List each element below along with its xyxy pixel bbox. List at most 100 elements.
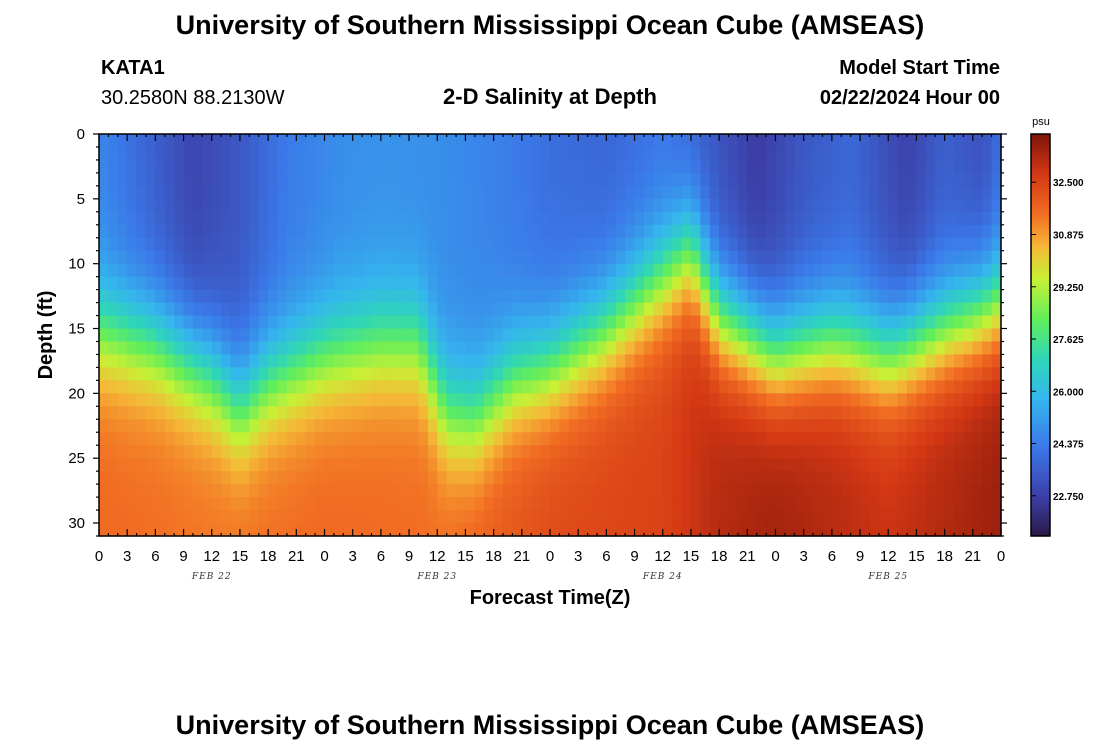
- heatmap-cell: [136, 354, 147, 369]
- heatmap-cell: [305, 484, 316, 498]
- heatmap-cell: [719, 302, 730, 317]
- heatmap-cell: [747, 406, 758, 420]
- heatmap-cell: [615, 523, 626, 537]
- heatmap-cell: [822, 510, 833, 524]
- heatmap-cell: [728, 484, 739, 498]
- heatmap-cell: [606, 211, 617, 226]
- heatmap-cell: [446, 497, 457, 511]
- heatmap-cell: [305, 134, 316, 148]
- heatmap-cell: [108, 432, 119, 446]
- heatmap-cell: [831, 510, 842, 524]
- heatmap-cell: [145, 172, 156, 187]
- heatmap-cell: [315, 250, 326, 265]
- heatmap-cell: [437, 367, 448, 381]
- heatmap-cell: [784, 432, 795, 446]
- heatmap-cell: [869, 263, 880, 278]
- heatmap-cell: [747, 393, 758, 407]
- heatmap-cell: [446, 367, 457, 381]
- heatmap-cell: [399, 211, 410, 226]
- heatmap-cell: [841, 328, 852, 343]
- heatmap-cell: [869, 134, 880, 148]
- heatmap-cell: [230, 185, 241, 200]
- heatmap-cell: [690, 419, 701, 433]
- heatmap-cell: [503, 159, 514, 174]
- heatmap-cell: [737, 159, 748, 174]
- heatmap-cell: [230, 250, 241, 265]
- heatmap-cell: [362, 328, 373, 343]
- heatmap-cell: [484, 172, 495, 187]
- heatmap-cell: [690, 159, 701, 174]
- heatmap-cell: [728, 510, 739, 524]
- heatmap-cell: [239, 484, 250, 498]
- heatmap-cell: [728, 432, 739, 446]
- heatmap-cell: [521, 406, 532, 420]
- heatmap-cell: [897, 198, 908, 213]
- heatmap-cell: [409, 289, 420, 304]
- heatmap-cell: [803, 198, 814, 213]
- heatmap-cell: [117, 432, 128, 446]
- heatmap-cell: [728, 523, 739, 537]
- heatmap-cell: [850, 458, 861, 472]
- heatmap-cell: [286, 289, 297, 304]
- heatmap-cell: [935, 523, 946, 537]
- heatmap-cell: [578, 341, 589, 356]
- heatmap-cell: [916, 523, 927, 537]
- heatmap-cell: [127, 263, 138, 278]
- page-title: University of Southern Mississippi Ocean…: [175, 10, 925, 40]
- heatmap-cell: [230, 458, 241, 472]
- heatmap-cell: [784, 134, 795, 148]
- heatmap-cell: [174, 146, 185, 161]
- heatmap-cell: [296, 380, 307, 394]
- heatmap-cell: [409, 134, 420, 148]
- heatmap-cell: [136, 458, 147, 472]
- heatmap-cell: [99, 432, 109, 446]
- heatmap-cell: [211, 172, 222, 187]
- heatmap-cell: [672, 497, 683, 511]
- heatmap-cell: [916, 276, 927, 291]
- heatmap-cell: [211, 445, 222, 459]
- heatmap-cell: [117, 458, 128, 472]
- heatmap-cell: [484, 354, 495, 369]
- heatmap-cell: [991, 289, 1002, 304]
- heatmap-cell: [324, 419, 335, 433]
- heatmap-cell: [662, 250, 673, 265]
- heatmap-cell: [456, 250, 467, 265]
- heatmap-cell: [286, 510, 297, 524]
- heatmap-cell: [888, 198, 899, 213]
- heatmap-cell: [456, 380, 467, 394]
- heatmap-cell: [437, 445, 448, 459]
- heatmap-cell: [315, 302, 326, 317]
- heatmap-cell: [700, 458, 711, 472]
- heatmap-cell: [972, 380, 983, 394]
- heatmap-cell: [268, 134, 279, 148]
- heatmap-cell: [596, 445, 607, 459]
- colorbar-tick-label: 32.500: [1053, 178, 1084, 189]
- heatmap-cell: [286, 393, 297, 407]
- heatmap-cell: [860, 419, 871, 433]
- heatmap-cell: [305, 185, 316, 200]
- heatmap-cell: [371, 328, 382, 343]
- heatmap-cell: [578, 276, 589, 291]
- heatmap-cell: [437, 419, 448, 433]
- heatmap-cell: [831, 523, 842, 537]
- heatmap-cell: [935, 471, 946, 485]
- heatmap-cell: [878, 419, 889, 433]
- heatmap-cell: [155, 198, 166, 213]
- heatmap-cell: [277, 198, 288, 213]
- heatmap-cell: [690, 432, 701, 446]
- heatmap-cell: [521, 328, 532, 343]
- heatmap-cell: [719, 510, 730, 524]
- heatmap-cell: [897, 250, 908, 265]
- heatmap-cell: [202, 263, 213, 278]
- heatmap-cell: [869, 224, 880, 239]
- heatmap-cell: [164, 406, 175, 420]
- x-tick-label: 12: [654, 548, 671, 565]
- heatmap-cell: [512, 224, 523, 239]
- heatmap-cell: [954, 159, 965, 174]
- heatmap-cell: [324, 510, 335, 524]
- heatmap-cell: [690, 276, 701, 291]
- heatmap-cell: [362, 263, 373, 278]
- heatmap-cell: [239, 341, 250, 356]
- heatmap-cell: [427, 393, 438, 407]
- heatmap-cell: [766, 289, 777, 304]
